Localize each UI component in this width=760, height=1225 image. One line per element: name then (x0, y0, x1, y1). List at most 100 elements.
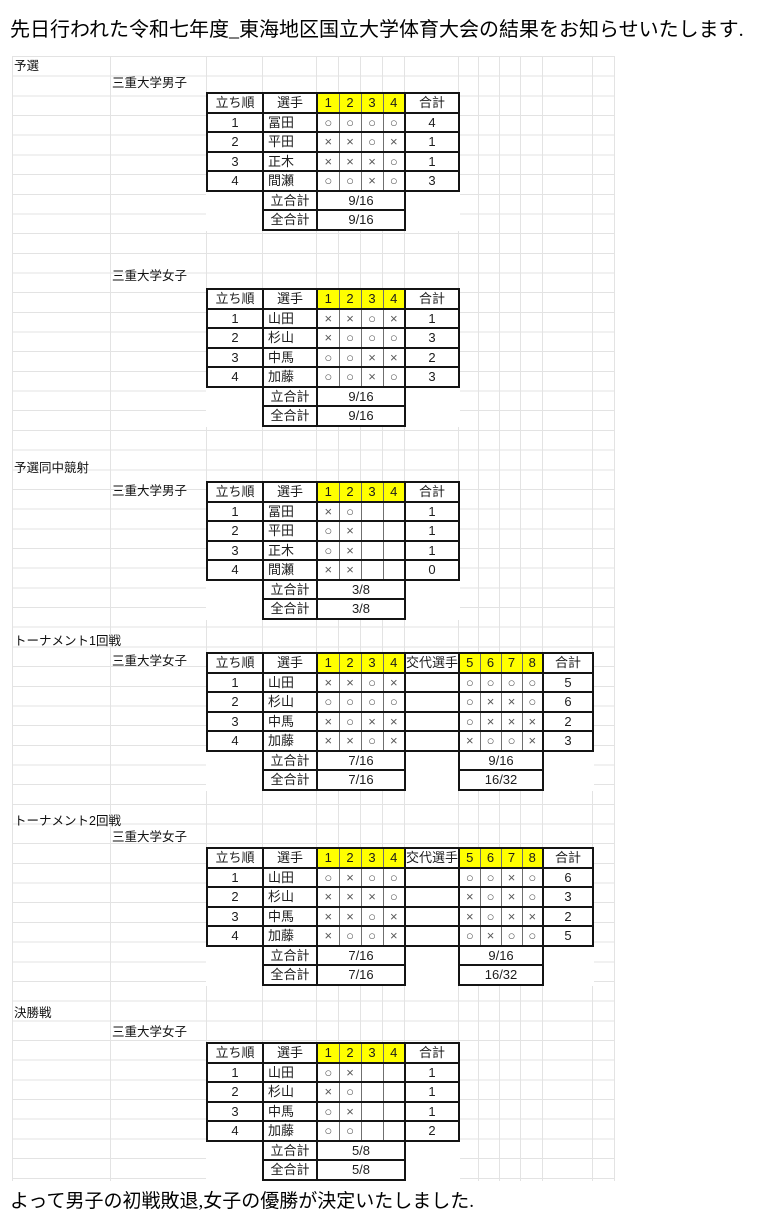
mark-cell[interactable]: ○ (316, 346, 340, 368)
mark-cell[interactable]: × (521, 710, 544, 732)
mark-cell[interactable]: ○ (338, 1081, 362, 1103)
header-total-label[interactable]: 合計 (404, 481, 460, 503)
player-name-cell[interactable]: 加藤 (262, 730, 318, 752)
mark-cell[interactable]: × (316, 1081, 340, 1103)
mark-cell[interactable]: × (360, 150, 384, 172)
mark-cell[interactable]: ○ (360, 866, 384, 888)
player-name-cell[interactable]: 中馬 (262, 1100, 318, 1122)
substitute-cell[interactable] (403, 730, 460, 752)
total-cell[interactable]: 3 (542, 886, 595, 908)
order-cell[interactable]: 4 (206, 1120, 264, 1142)
total-cell[interactable]: 4 (404, 111, 460, 133)
half-total-value[interactable]: 3/8 (316, 578, 406, 600)
mark-cell[interactable]: × (316, 710, 340, 732)
substitute-cell[interactable] (403, 691, 460, 713)
player-name-cell[interactable]: 山田 (262, 307, 318, 329)
half-total-label[interactable]: 立合計 (262, 385, 318, 407)
mark-cell[interactable]: ○ (338, 1120, 362, 1142)
order-cell[interactable]: 4 (206, 170, 264, 192)
player-name-cell[interactable]: 中馬 (262, 346, 318, 368)
mark-cell[interactable]: ○ (521, 671, 544, 693)
header-order-label[interactable]: 立ち順 (206, 288, 264, 310)
header-arrow-8[interactable]: 8 (521, 847, 544, 869)
substitute-cell[interactable] (403, 886, 460, 908)
mark-cell[interactable]: ○ (521, 925, 544, 947)
header-arrow-3[interactable]: 3 (360, 288, 384, 310)
order-cell[interactable]: 2 (206, 327, 264, 349)
order-cell[interactable]: 2 (206, 520, 264, 542)
player-name-cell[interactable]: 山田 (262, 671, 318, 693)
total-cell[interactable]: 3 (404, 366, 460, 388)
mark-cell[interactable]: ○ (382, 111, 406, 133)
player-name-cell[interactable]: 中馬 (262, 905, 318, 927)
mark-cell[interactable] (360, 500, 384, 522)
total-cell[interactable]: 5 (542, 925, 595, 947)
grand-total-label[interactable]: 全合計 (262, 598, 318, 620)
mark-cell[interactable]: × (458, 886, 481, 908)
mark-cell[interactable]: ○ (458, 691, 481, 713)
mark-cell[interactable]: × (316, 925, 340, 947)
mark-cell[interactable]: ○ (338, 111, 362, 133)
order-cell[interactable]: 2 (206, 691, 264, 713)
mark-cell[interactable]: ○ (360, 730, 384, 752)
total-cell[interactable]: 1 (404, 131, 460, 153)
player-name-cell[interactable]: 山田 (262, 1061, 318, 1083)
player-name-cell[interactable]: 加藤 (262, 925, 318, 947)
mark-cell[interactable]: ○ (382, 170, 406, 192)
mark-cell[interactable]: ○ (316, 1100, 340, 1122)
mark-cell[interactable]: ○ (458, 866, 481, 888)
total-cell[interactable]: 1 (404, 1081, 460, 1103)
total-cell[interactable]: 1 (404, 520, 460, 542)
grand-total-value[interactable]: 5/8 (316, 1159, 406, 1181)
header-player-label[interactable]: 選手 (262, 652, 318, 674)
header-arrow-1[interactable]: 1 (316, 481, 340, 503)
order-cell[interactable]: 3 (206, 710, 264, 732)
order-cell[interactable]: 1 (206, 500, 264, 522)
grand-total-value[interactable]: 7/16 (316, 769, 406, 791)
mark-cell[interactable]: × (382, 730, 406, 752)
mark-cell[interactable]: ○ (338, 500, 362, 522)
half-total-value[interactable]: 7/16 (316, 749, 406, 771)
substitute-cell[interactable] (403, 710, 460, 732)
mark-cell[interactable]: × (360, 886, 384, 908)
mark-cell[interactable]: × (382, 905, 406, 927)
total-cell[interactable]: 1 (404, 500, 460, 522)
order-cell[interactable]: 1 (206, 1061, 264, 1083)
mark-cell[interactable]: ○ (360, 905, 384, 927)
mark-cell[interactable] (382, 1120, 406, 1142)
header-arrow-7[interactable]: 7 (500, 652, 523, 674)
total-cell[interactable]: 2 (404, 1120, 460, 1142)
header-arrow-6[interactable]: 6 (479, 847, 502, 869)
grand-total-value[interactable]: 9/16 (316, 405, 406, 427)
player-name-cell[interactable]: 中馬 (262, 710, 318, 732)
grand-total-label[interactable]: 全合計 (262, 769, 318, 791)
mark-cell[interactable]: ○ (458, 671, 481, 693)
mark-cell[interactable]: × (316, 131, 340, 153)
header-arrow-1[interactable]: 1 (316, 847, 340, 869)
mark-cell[interactable]: ○ (360, 307, 384, 329)
total-cell[interactable]: 3 (404, 327, 460, 349)
mark-cell[interactable]: ○ (338, 691, 362, 713)
half-total-label[interactable]: 立合計 (262, 1139, 318, 1161)
header-arrow-7[interactable]: 7 (500, 847, 523, 869)
total-cell[interactable]: 1 (404, 1100, 460, 1122)
mark-cell[interactable]: ○ (479, 730, 502, 752)
mark-cell[interactable]: ○ (316, 539, 340, 561)
order-cell[interactable]: 3 (206, 150, 264, 172)
header-arrow-3[interactable]: 3 (360, 92, 384, 114)
mark-cell[interactable]: ○ (338, 346, 362, 368)
mark-cell[interactable]: ○ (479, 886, 502, 908)
total-cell[interactable]: 1 (404, 307, 460, 329)
grand-total-value[interactable]: 16/32 (458, 769, 545, 791)
mark-cell[interactable]: ○ (382, 691, 406, 713)
substitute-cell[interactable] (403, 925, 460, 947)
player-name-cell[interactable]: 杉山 (262, 1081, 318, 1103)
mark-cell[interactable] (382, 559, 406, 581)
mark-cell[interactable]: ○ (316, 691, 340, 713)
mark-cell[interactable]: ○ (360, 111, 384, 133)
mark-cell[interactable] (360, 559, 384, 581)
mark-cell[interactable]: × (500, 691, 523, 713)
player-name-cell[interactable]: 平田 (262, 520, 318, 542)
total-cell[interactable]: 2 (542, 905, 595, 927)
player-name-cell[interactable]: 平田 (262, 131, 318, 153)
